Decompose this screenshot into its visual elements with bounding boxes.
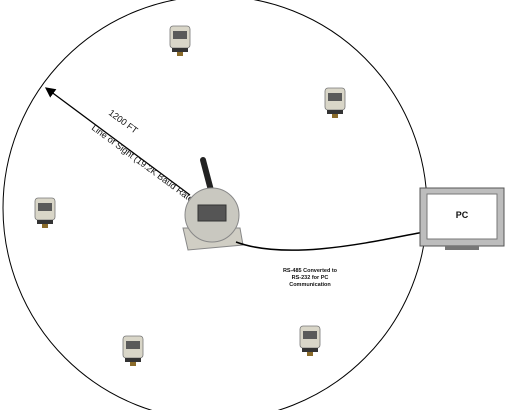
sensor-node bbox=[170, 26, 190, 56]
cable bbox=[236, 232, 424, 250]
sensor-node bbox=[123, 336, 143, 366]
converter-label: Communication bbox=[289, 282, 331, 288]
sensor-node bbox=[35, 198, 55, 228]
gateway bbox=[183, 160, 243, 250]
converter-label: RS-232 for PC bbox=[292, 275, 329, 281]
sensor-node bbox=[300, 326, 320, 356]
diagram: 1200 FT Line of Sight (19.2K Baud Rate) … bbox=[0, 0, 506, 410]
converter-label: RS-485 Converted to bbox=[283, 268, 338, 274]
distance-label: 1200 FT bbox=[107, 108, 140, 136]
pc-label: PC bbox=[456, 210, 469, 220]
line-of-sight-label: Line of Sight (19.2K Baud Rate) bbox=[90, 123, 198, 206]
sensor-node bbox=[325, 88, 345, 118]
